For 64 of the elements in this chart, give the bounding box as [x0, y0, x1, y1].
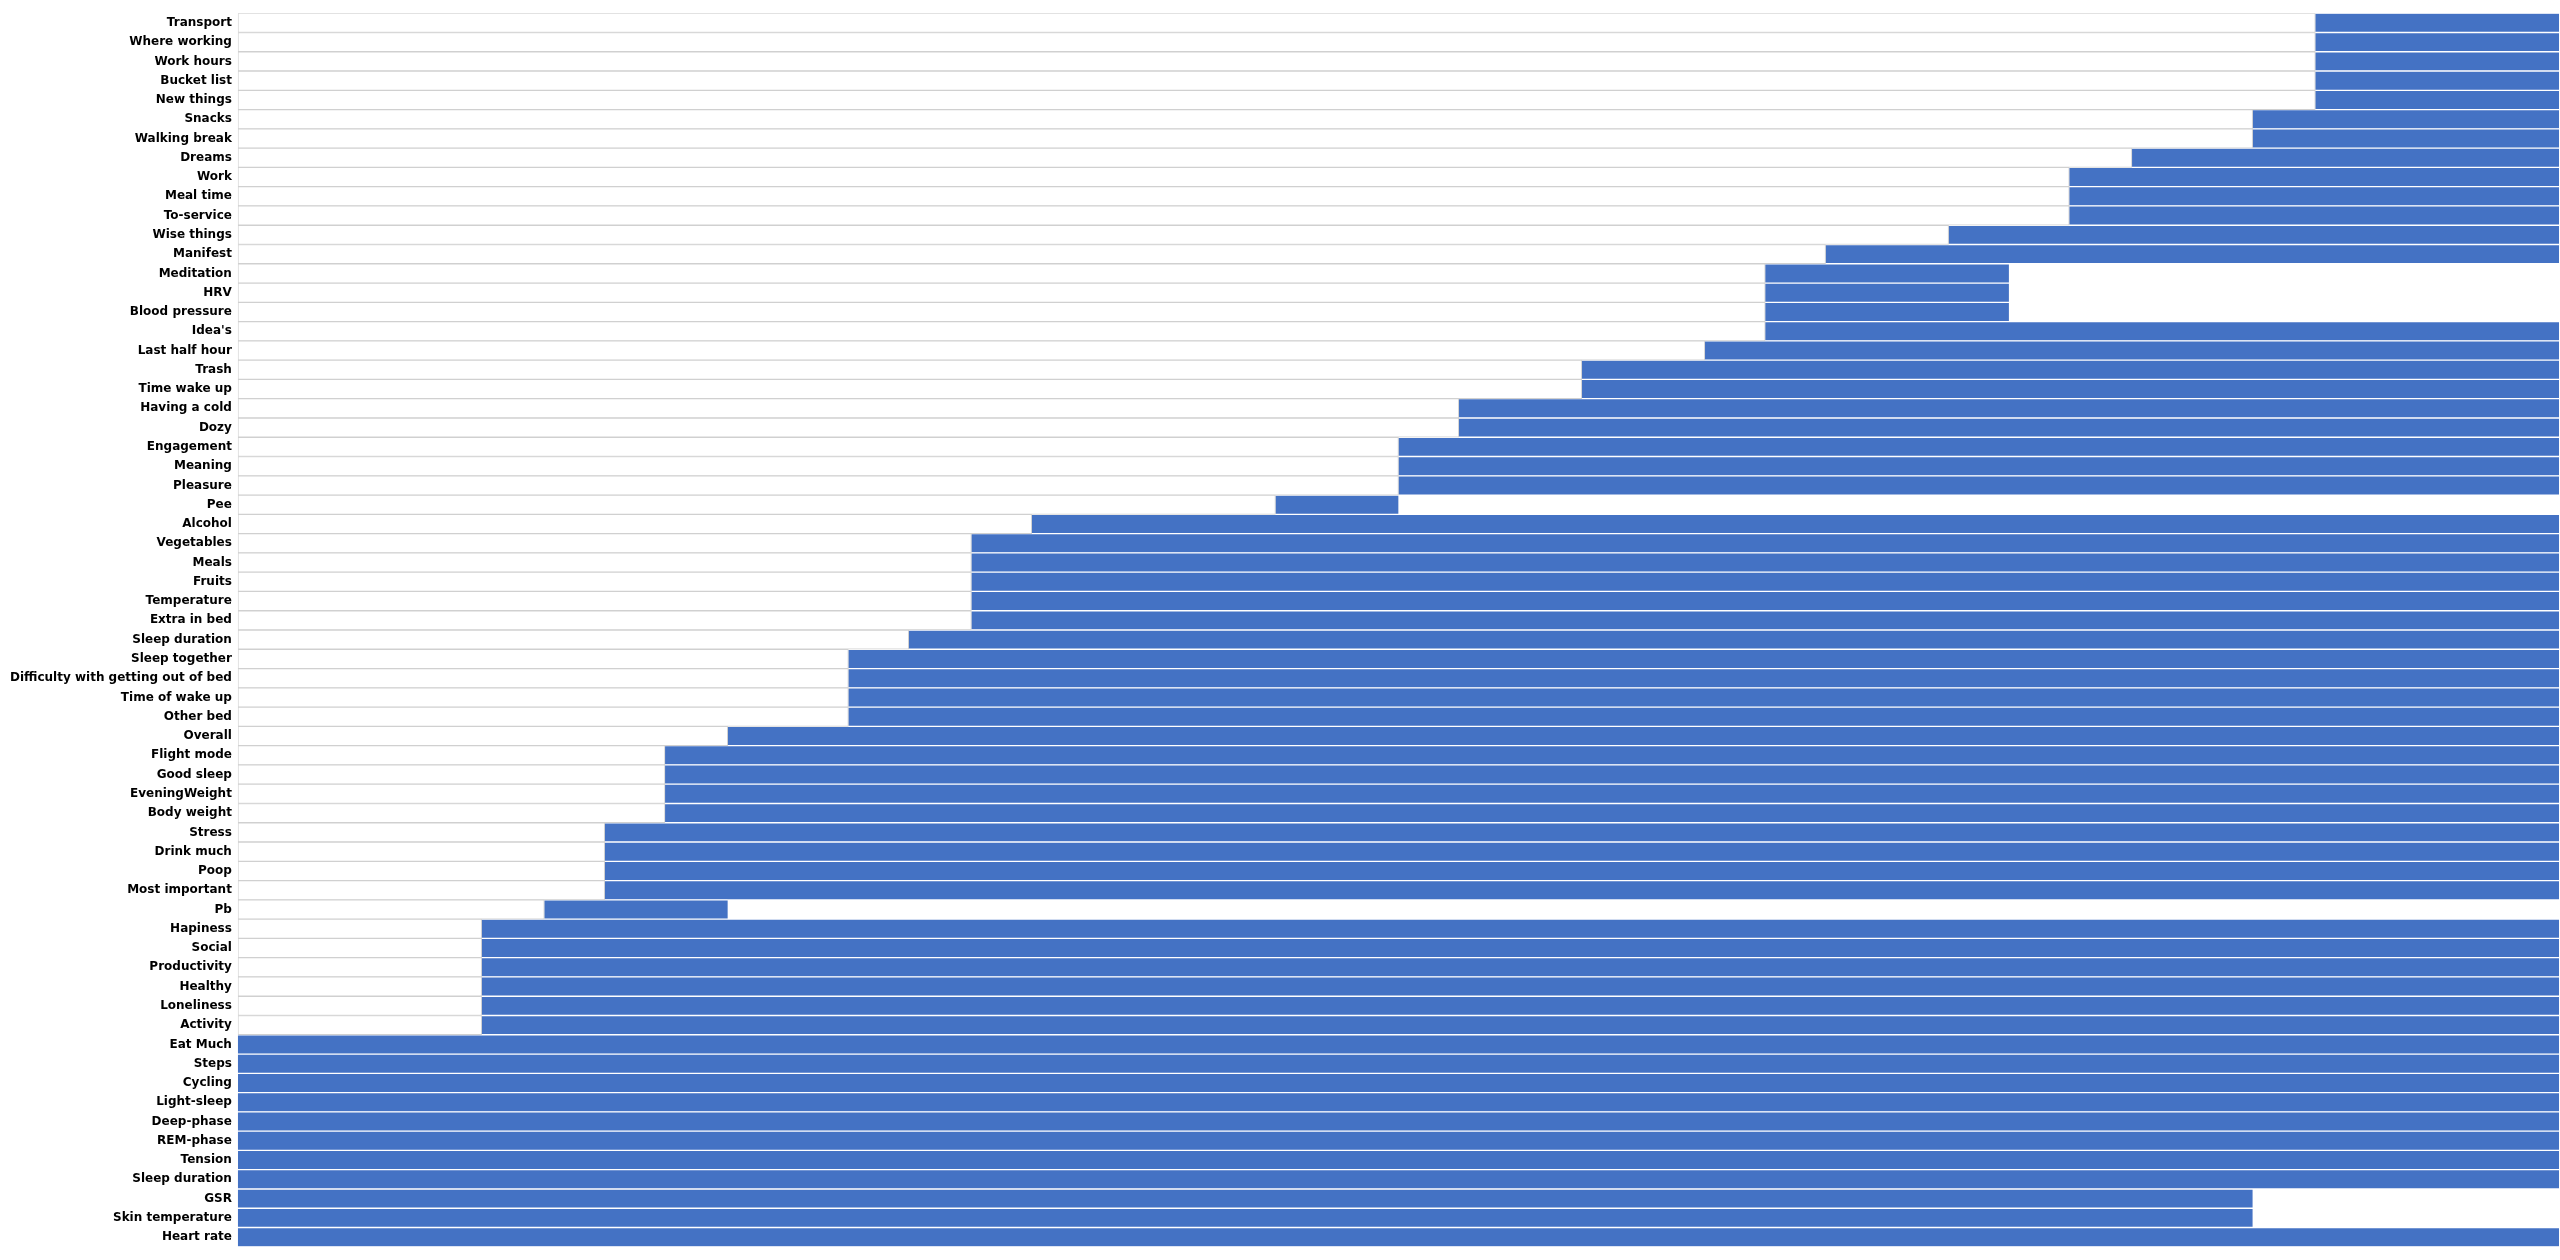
y-tick-label: Bucket list	[160, 72, 233, 87]
y-tick-label: Dozy	[198, 419, 233, 434]
y-tick-label: Meditation	[158, 265, 232, 280]
y-tick-label: Sleep duration	[132, 1171, 232, 1186]
y-tick-label: Difficulty with getting out of bed	[10, 670, 232, 685]
y-tick-label: Manifest	[172, 246, 233, 261]
y-tick-label: Heart rate	[161, 1229, 232, 1244]
y-tick-label: Dreams	[180, 149, 232, 164]
y-tick-label: Most important	[127, 882, 233, 897]
y-tick-label: Time wake up	[138, 381, 233, 396]
y-tick-label: Flight mode	[150, 747, 232, 762]
y-tick-label: Snacks	[184, 111, 232, 126]
y-tick-label: Eat Much	[169, 1036, 232, 1051]
y-tick-label: Other bed	[163, 708, 232, 723]
y-tick-label: Sleep duration	[132, 631, 232, 646]
y-tick-label: Meals	[192, 554, 232, 569]
y-tick-label: Time of wake up	[120, 689, 233, 704]
y-tick-label: Pee	[206, 496, 232, 511]
y-tick-label: Loneliness	[160, 997, 232, 1012]
y-tick-label: Vegetables	[156, 535, 232, 550]
y-tick-label: GSR	[204, 1190, 232, 1205]
y-tick-label: Meal time	[164, 188, 232, 203]
y-tick-label: Pb	[214, 901, 233, 916]
y-tick-label: Hapiness	[170, 920, 232, 935]
y-tick-label: EveningWeight	[130, 785, 233, 800]
y-tick-label: Wise things	[152, 226, 232, 241]
y-tick-label: Deep-phase	[151, 1113, 232, 1128]
y-tick-label: Healthy	[179, 978, 233, 993]
y-tick-label: Walking break	[134, 130, 233, 145]
y-tick-label: Where working	[129, 34, 232, 49]
y-tick-label: To-service	[163, 207, 232, 222]
y-tick-label: Sleep together	[131, 651, 232, 666]
y-tick-label: Pleasure	[173, 477, 232, 492]
y-tick-label: Steps	[193, 1055, 232, 1070]
y-tick-label: Last half hour	[137, 342, 232, 357]
y-tick-label: Activity	[180, 1017, 233, 1032]
y-tick-label: New things	[155, 92, 232, 107]
y-tick-label: Extra in bed	[149, 612, 232, 627]
y-tick-label: Cycling	[182, 1075, 232, 1090]
y-tick-label: Work	[196, 169, 233, 184]
y-tick-label: Fruits	[193, 573, 232, 588]
y-tick-label: Light-sleep	[156, 1094, 233, 1109]
y-tick-label: Temperature	[145, 593, 232, 608]
y-tick-label: Transport	[166, 14, 233, 29]
y-tick-label: Social	[191, 940, 232, 955]
y-tick-label: Stress	[189, 824, 232, 839]
y-tick-label: Productivity	[149, 959, 233, 974]
y-tick-label: Work hours	[154, 53, 232, 68]
y-tick-label: Poop	[198, 863, 233, 878]
y-tick-label: HRV	[203, 284, 233, 299]
y-tick-label: Trash	[195, 361, 232, 376]
y-tick-label: Body weight	[147, 805, 233, 820]
y-tick-label: REM-phase	[157, 1132, 232, 1147]
y-tick-label: Alcohol	[182, 516, 232, 531]
y-tick-label: Tension	[180, 1152, 232, 1167]
y-tick-label: Idea's	[191, 323, 232, 338]
y-tick-label: Skin temperature	[112, 1210, 232, 1225]
y-tick-label: Overall	[183, 728, 232, 743]
y-tick-label: Meaning	[173, 458, 232, 473]
y-tick-label: Engagement	[146, 439, 233, 454]
y-tick-label: Having a cold	[140, 400, 232, 415]
y-tick-label: Drink much	[154, 843, 232, 858]
y-tick-label: Blood pressure	[129, 304, 232, 319]
y-tick-label: Good sleep	[156, 766, 233, 781]
